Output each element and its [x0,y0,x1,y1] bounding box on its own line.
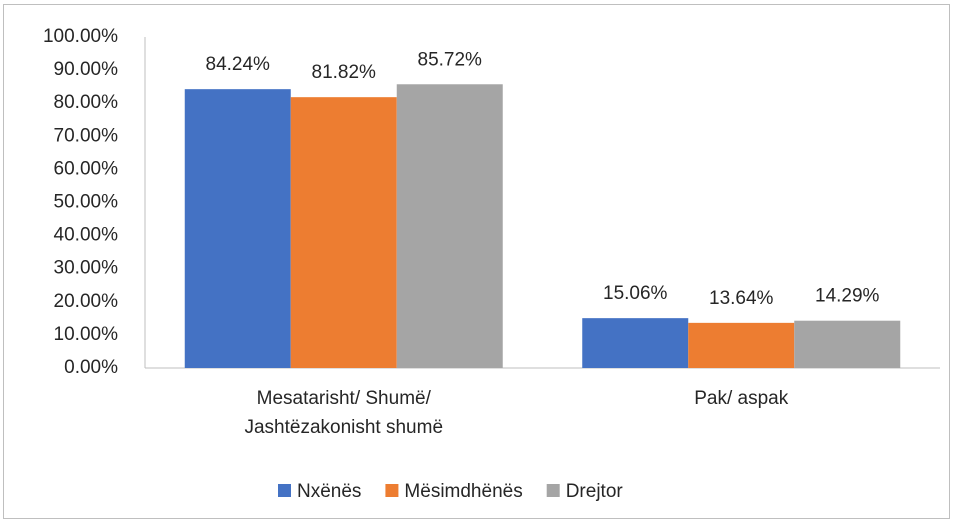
bar [396,84,503,369]
data-label: 85.72% [418,49,483,70]
bar [290,97,397,369]
y-tick-label: 90.00% [54,59,119,80]
bar [184,89,291,369]
data-label: 13.64% [709,288,774,309]
legend-swatch [385,484,399,497]
y-tick-label: 0.00% [64,357,118,378]
x-tick-label: Mesatarisht/ Shumë/ Jashtëzakonisht shum… [244,388,444,438]
data-label: 14.29% [815,286,880,307]
y-tick-label: 100.00% [43,26,118,47]
legend-label: Nxënës [297,481,361,502]
chart-border [3,4,950,519]
legend-label: Drejtor [566,481,624,502]
legend-swatch [278,484,291,497]
y-tick-label: 30.00% [54,258,119,279]
y-tick-label: 50.00% [54,192,119,213]
y-tick-label: 10.00% [54,324,119,345]
y-tick-label: 40.00% [54,225,119,246]
bar [582,318,689,368]
bar [794,320,901,368]
y-tick-label: 20.00% [54,291,119,312]
data-label: 84.24% [206,54,271,75]
legend-label: Mësimdhënës [404,481,522,502]
y-tick-label: 70.00% [54,125,119,146]
x-tick-label: Pak/ aspak [694,388,789,409]
data-label: 15.06% [603,283,668,304]
data-label: 81.82% [312,62,377,83]
y-tick-label: 60.00% [54,158,119,179]
y-tick-label: 80.00% [54,92,119,113]
bar [688,322,795,368]
legend-swatch [546,484,560,497]
